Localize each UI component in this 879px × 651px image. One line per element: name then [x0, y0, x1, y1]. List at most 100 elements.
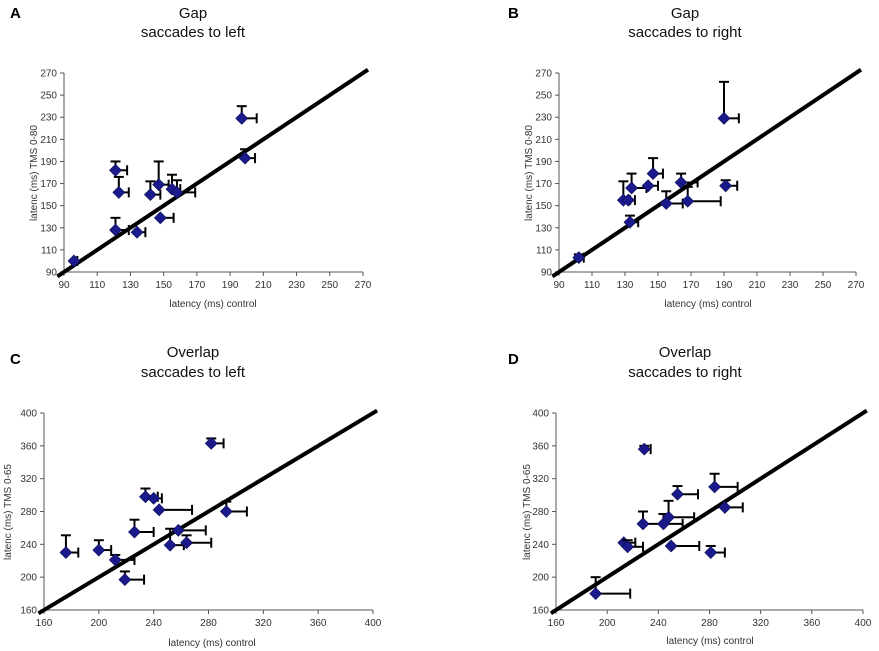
x-tick-label: 150 [155, 280, 172, 291]
panel-letter: A [10, 5, 21, 22]
y-tick-label: 400 [532, 409, 549, 420]
x-tick-label: 240 [145, 618, 162, 629]
x-axis-label: latency (ms) control [169, 299, 256, 310]
data-point [153, 211, 167, 225]
data-point [128, 525, 141, 539]
x-tick-label: 190 [716, 280, 733, 291]
data-point [717, 111, 731, 125]
x-tick-label: 270 [355, 280, 372, 291]
identity-line [56, 68, 370, 279]
data-point [59, 546, 73, 559]
data-point [112, 185, 126, 199]
chart-title-line-1: Gap [671, 5, 699, 22]
plot-area: 160 200 240 280 320 360 400 160 200 240 280 320 360 4… [20, 409, 381, 630]
y-tick-label: 280 [20, 507, 37, 518]
y-tick-label: 160 [20, 606, 37, 617]
x-tick-label: 210 [749, 280, 766, 291]
x-tick-label: 130 [122, 280, 139, 291]
x-tick-label: 250 [321, 280, 338, 291]
x-tick-label: 400 [365, 618, 382, 629]
chart-title-line-2: saccades to left [141, 24, 246, 41]
data-point [704, 546, 718, 559]
data-point [130, 225, 144, 239]
chart-title-line-2: saccades to right [628, 24, 742, 41]
y-tick-label: 280 [532, 507, 549, 518]
data-point [662, 510, 675, 524]
y-tick-label: 230 [40, 113, 57, 124]
y-tick-label: 130 [40, 223, 57, 234]
x-tick-label: 200 [599, 618, 616, 629]
y-tick-label: 230 [535, 113, 552, 124]
data-point [180, 536, 193, 550]
y-tick-label: 240 [532, 540, 549, 551]
x-tick-label: 130 [617, 280, 634, 291]
panel-letter: C [10, 351, 21, 368]
panel-d: D Overlap saccades to right latency (ms)… [508, 344, 872, 647]
data-point [664, 539, 678, 553]
x-tick-label: 360 [803, 618, 820, 629]
x-tick-label: 400 [855, 618, 872, 629]
chart-title-line-2: saccades to left [141, 364, 246, 381]
data-point [621, 540, 635, 554]
x-tick-label: 270 [848, 280, 865, 291]
y-tick-label: 190 [535, 157, 552, 168]
x-tick-label: 170 [683, 280, 700, 291]
data-point [621, 193, 635, 207]
data-point [625, 181, 639, 195]
chart-title-line-1: Gap [179, 5, 207, 22]
data-point [139, 490, 152, 504]
x-tick-label: 160 [548, 618, 565, 629]
data-point [708, 480, 722, 494]
y-tick-label: 250 [535, 91, 552, 102]
data-point [143, 188, 157, 202]
plot-area: 160 200 240 280 320 360 400 160 200 240 280 320 360 4… [532, 409, 871, 630]
y-tick-label: 170 [535, 179, 552, 190]
y-tick-label: 200 [20, 573, 37, 584]
y-tick-label: 250 [40, 91, 57, 102]
data-point [171, 523, 185, 537]
data-point [163, 538, 177, 552]
y-axis-label: latenc (ms) TMS 0-80 [29, 125, 40, 221]
data-point [623, 215, 637, 229]
y-tick-label: 150 [535, 201, 552, 212]
data-point [152, 503, 166, 517]
panel-b: B Gap saccades to right latency (ms) con… [508, 5, 865, 310]
data-point [681, 194, 695, 208]
x-tick-label: 280 [701, 618, 718, 629]
data-point [147, 491, 161, 505]
panel-letter: D [508, 351, 519, 368]
y-tick-label: 110 [41, 245, 57, 256]
x-tick-label: 110 [89, 280, 105, 291]
x-tick-label: 230 [782, 280, 799, 291]
y-tick-label: 270 [535, 69, 552, 80]
data-point [636, 517, 650, 531]
x-tick-label: 150 [650, 280, 667, 291]
x-tick-label: 160 [36, 618, 53, 629]
y-axis-label: latenc (ms) TMS 0-80 [524, 125, 535, 221]
x-tick-label: 320 [752, 618, 769, 629]
x-tick-label: 240 [650, 618, 667, 629]
data-point [641, 179, 655, 193]
panel-c: C Overlap saccades to left latency (ms) … [3, 344, 382, 649]
y-tick-label: 320 [532, 474, 549, 485]
data-point [219, 505, 233, 518]
y-tick-label: 320 [20, 474, 37, 485]
data-point [589, 587, 603, 601]
data-point [92, 543, 106, 557]
data-point [238, 151, 252, 165]
x-tick-label: 320 [255, 618, 272, 629]
data-point [67, 254, 81, 268]
identity-line [37, 408, 379, 615]
data-point [204, 436, 218, 450]
data-point [719, 179, 733, 193]
identity-line [551, 68, 863, 279]
data-point [718, 500, 732, 514]
y-tick-label: 90 [541, 268, 553, 279]
y-tick-label: 110 [536, 245, 552, 256]
data-point [671, 487, 684, 501]
y-tick-label: 90 [46, 268, 58, 279]
data-point [637, 442, 651, 456]
x-tick-label: 110 [584, 280, 600, 291]
x-tick-label: 230 [288, 280, 305, 291]
x-tick-label: 360 [310, 618, 327, 629]
